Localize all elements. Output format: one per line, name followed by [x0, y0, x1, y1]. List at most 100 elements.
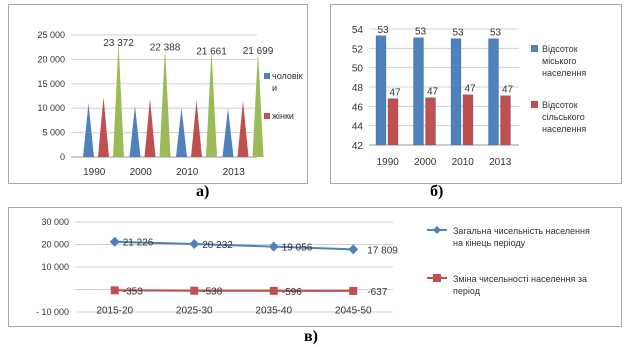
- legend-label: и: [272, 83, 277, 93]
- x-tick-label: 2010: [452, 157, 475, 168]
- panel-letter-b: б): [430, 183, 444, 200]
- x-tick-label: 1990: [83, 167, 106, 178]
- data-label: 21 699: [243, 46, 274, 57]
- x-tick-label: 2000: [414, 157, 437, 168]
- bar-cone: [252, 51, 264, 157]
- chart-panel-b: 42 44 46 48 50 52 54 53 47 1990 53 47 2000 53 47 2010 53…: [330, 4, 622, 184]
- bar-cone: [98, 96, 109, 157]
- data-label: 53: [377, 25, 389, 36]
- legend-label: Відсоток: [542, 100, 578, 110]
- legend-marker: [433, 274, 441, 282]
- bar-cone: [83, 103, 94, 157]
- data-label: 47: [464, 84, 476, 95]
- x-tick-label: 2000: [130, 167, 153, 178]
- y-tick-label: - 10 000: [36, 307, 69, 317]
- chart-panel-a: 0 5 000 10 000 15 000 20 000 25 000 1990 23 372…: [8, 4, 308, 184]
- legend-label: Відсоток: [542, 44, 578, 54]
- x-tick-label: 2045-50: [335, 306, 372, 317]
- data-label: -353: [123, 286, 143, 297]
- y-tick-label: 52: [352, 44, 364, 55]
- y-tick-label: 10 000: [37, 103, 65, 113]
- data-point: [348, 244, 359, 255]
- bar: [462, 94, 474, 146]
- data-label: 23 372: [103, 38, 134, 49]
- legend-label: Зміна чисельності населення за: [453, 274, 587, 284]
- data-label: 53: [415, 27, 427, 38]
- bar-cone: [191, 100, 202, 157]
- bar-cone: [113, 42, 124, 157]
- y-tick-label: 48: [352, 83, 364, 94]
- y-tick-label: 50: [352, 64, 364, 75]
- bar: [387, 98, 399, 146]
- bar: [500, 95, 511, 146]
- chart-c-svg: - 10 000 10 000 20 000 30 000 2015-20 2025-30…: [36, 217, 590, 317]
- legend-label: жінки: [272, 111, 294, 121]
- data-point: [109, 236, 120, 247]
- legend-label: період: [453, 286, 481, 296]
- x-tick-label: 2013: [489, 157, 512, 168]
- bar-cone: [159, 47, 171, 157]
- data-label: 47: [502, 85, 514, 96]
- data-label: 21 661: [196, 46, 227, 57]
- panel-letter-a: а): [196, 183, 210, 200]
- y-tick-label: 46: [352, 102, 364, 113]
- bar-cone: [237, 100, 249, 157]
- legend-label: чоловік: [272, 71, 303, 81]
- legend-label: на кінець періоду: [453, 238, 526, 248]
- y-tick-label: 20 000: [41, 240, 69, 250]
- data-label: 17 809: [367, 245, 398, 256]
- legend-label: населення: [542, 124, 586, 134]
- data-point: [269, 286, 278, 295]
- bar: [450, 38, 462, 146]
- y-tick-label: 10 000: [41, 262, 69, 272]
- y-tick-label: 5 000: [42, 128, 65, 138]
- data-label: 53: [452, 28, 464, 39]
- y-tick-label: 20 000: [37, 54, 65, 64]
- x-tick-label: 2015-20: [96, 306, 133, 317]
- legend-label: міського: [542, 56, 577, 66]
- y-tick-label: 15 000: [37, 79, 65, 89]
- data-label: 47: [389, 88, 401, 99]
- bar-cone: [176, 107, 187, 157]
- data-label: 19 056: [282, 243, 313, 254]
- series-line: [114, 289, 354, 292]
- bar-cone: [222, 108, 234, 157]
- data-label: -538: [202, 287, 222, 298]
- legend-swatch: [264, 73, 270, 79]
- y-tick-label: 42: [352, 141, 364, 152]
- data-point: [110, 286, 119, 295]
- x-tick-label: 2025-30: [176, 306, 213, 317]
- x-tick-label: 2013: [223, 167, 246, 178]
- chart-panel-c: - 10 000 10 000 20 000 30 000 2015-20 2025-30…: [8, 207, 622, 327]
- bar-cone: [144, 98, 156, 157]
- legend-marker: [433, 226, 441, 234]
- legend-swatch: [264, 113, 270, 119]
- data-point: [189, 238, 200, 249]
- series-line: [114, 240, 354, 251]
- bar: [425, 97, 436, 146]
- legend-label: Загальна чисельність населення: [453, 226, 590, 236]
- bar: [413, 37, 424, 146]
- data-label: 21 226: [123, 238, 154, 249]
- y-tick-label: 0: [60, 152, 65, 162]
- bar: [488, 38, 499, 146]
- y-tick-label: 25 000: [37, 30, 65, 40]
- y-tick-label: 54: [352, 25, 364, 36]
- y-tick-label: 30 000: [41, 217, 69, 227]
- legend-label: населення: [542, 68, 586, 78]
- data-point: [190, 286, 199, 295]
- x-tick-label: 1990: [377, 157, 400, 168]
- panel-letter-c: в): [304, 328, 318, 345]
- chart-b-svg: 42 44 46 48 50 52 54 53 47 1990 53 47 2000 53 47 2010 53…: [352, 25, 587, 168]
- data-point: [268, 241, 279, 252]
- data-label: 20 232: [202, 240, 233, 251]
- legend-swatch: [531, 45, 538, 52]
- legend-swatch: [531, 101, 538, 108]
- chart-a-svg: 0 5 000 10 000 15 000 20 000 25 000 1990 23 372…: [37, 30, 303, 178]
- data-label: 47: [427, 87, 439, 98]
- data-point: [349, 286, 358, 295]
- x-tick-label: 2035-40: [255, 306, 292, 317]
- data-label: 22 388: [150, 43, 181, 54]
- data-label: -596: [282, 287, 302, 298]
- bar-cone: [206, 51, 217, 157]
